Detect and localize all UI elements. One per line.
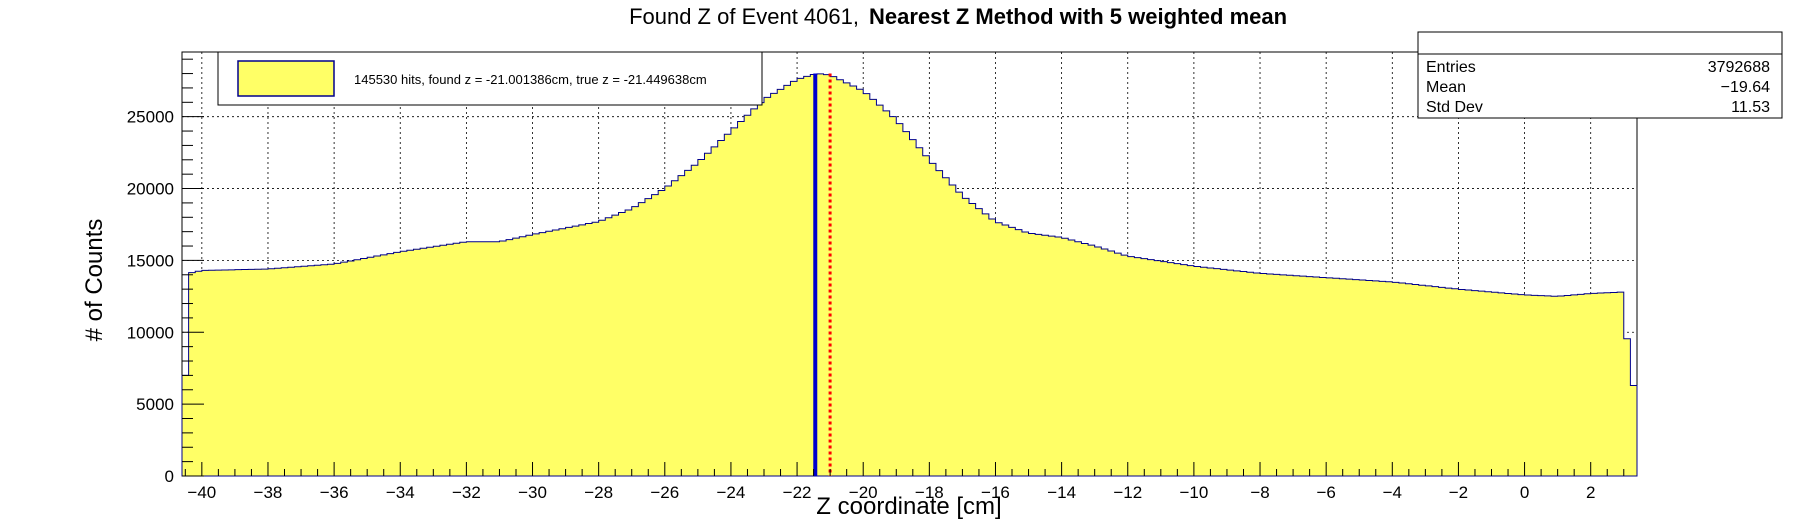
- x-tick-label: −10: [1179, 483, 1208, 502]
- chart-title-normal: Found Z of Event 4061,: [629, 4, 859, 29]
- stats-box: Entries 3792688 Mean −19.64 Std Dev 11.53: [1417, 31, 1783, 119]
- y-tick-label: 25000: [127, 108, 174, 127]
- x-tick-label: −4: [1383, 483, 1402, 502]
- x-tick-label: −18: [915, 483, 944, 502]
- x-tick-label: −38: [254, 483, 283, 502]
- y-tick-label: 0: [165, 467, 174, 486]
- stats-label: Std Dev: [1426, 99, 1483, 116]
- x-tick-label: 2: [1586, 483, 1595, 502]
- stats-label: Mean: [1426, 79, 1466, 96]
- x-tick-label: −26: [650, 483, 679, 502]
- legend-swatch: [237, 60, 335, 97]
- histogram-area: [181, 73, 1638, 477]
- axes: −40 −38 −36 −34 −32 −30 −28 −26 −24 −22 −20 −18 −16−…: [127, 58, 1625, 502]
- x-tick-label: 0: [1520, 483, 1529, 502]
- x-tick-label: −2: [1449, 483, 1468, 502]
- y-tick-label: 10000: [127, 323, 174, 342]
- stats-value: 11.53: [1731, 99, 1770, 116]
- x-tick-label: −34: [386, 483, 415, 502]
- x-tick-label: −22: [783, 483, 812, 502]
- marker-lines: [813, 73, 832, 476]
- x-tick-label: −14: [1047, 483, 1076, 502]
- x-axis-label: Z coordinate [cm]: [816, 493, 1001, 520]
- x-tick-label: −16: [981, 483, 1010, 502]
- chart-title-bold: Nearest Z Method with 5 weighted mean: [869, 4, 1287, 29]
- histogram-fill: [181, 73, 1638, 477]
- x-tick-label: −30: [518, 483, 547, 502]
- y-axis-label: # of Counts: [81, 219, 108, 342]
- legend: 145530 hits, found z = -21.001386cm, tru…: [217, 51, 763, 106]
- legend-entry-label: 145530 hits, found z = -21.001386cm, tru…: [354, 72, 707, 87]
- stats-frame: [1417, 31, 1783, 119]
- stats-label: Entries: [1426, 59, 1476, 76]
- x-tick-label: −8: [1250, 483, 1269, 502]
- y-tick-label: 5000: [136, 395, 174, 414]
- x-tick-label: −32: [452, 483, 481, 502]
- x-tick-label: −6: [1316, 483, 1335, 502]
- stats-value: −19.64: [1721, 79, 1770, 96]
- stats-value: 3792688: [1708, 59, 1770, 76]
- y-tick-label: 15000: [127, 251, 174, 270]
- x-tick-label: −24: [717, 483, 746, 502]
- x-tick-label: −20: [849, 483, 878, 502]
- x-tick-label: −40: [187, 483, 216, 502]
- x-tick-label: −28: [584, 483, 613, 502]
- x-tick-label: −12: [1113, 483, 1142, 502]
- x-tick-label: −36: [320, 483, 349, 502]
- y-tick-label: 20000: [127, 180, 174, 199]
